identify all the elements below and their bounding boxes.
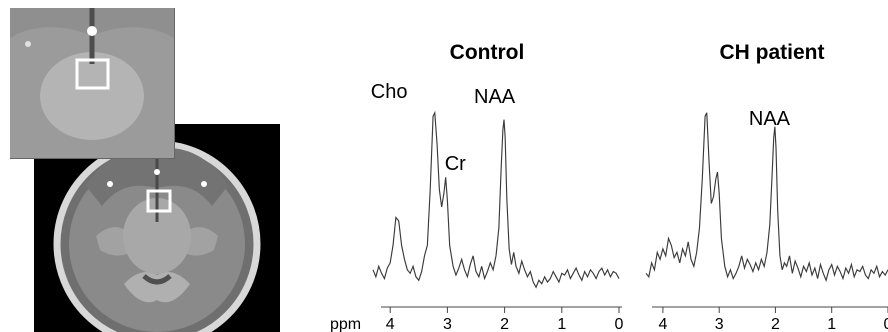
- control-title: Control: [450, 41, 525, 64]
- control-tick-label-0: 0: [615, 316, 624, 332]
- axial-mri-image: [34, 124, 280, 332]
- ch-patient-tick-label-0: 0: [884, 316, 888, 332]
- zoomed-brain-region: [10, 8, 174, 158]
- control-peak-label-cr: Cr: [445, 153, 466, 175]
- ch-patient-spectrum-panel: CH patient NAA 4 3 2 1 0: [645, 41, 888, 332]
- ch-patient-x-ticks: 4 3 2 1 0: [658, 307, 888, 332]
- ch-patient-tick-label-4: 4: [658, 316, 667, 332]
- ch-patient-spectrum-line: [645, 112, 888, 283]
- control-spectrum-panel: Control Cho Cr NAA ppm 4 3 2 1 0: [330, 41, 624, 332]
- ch-patient-tick-label-3: 3: [715, 316, 724, 332]
- control-tick-label-1: 1: [557, 316, 566, 332]
- control-peak-label-cho: Cho: [371, 81, 408, 103]
- ppm-axis-label: ppm: [330, 316, 361, 332]
- control-peak-label-naa: NAA: [474, 86, 516, 108]
- control-tick-label-4: 4: [386, 316, 395, 332]
- voxel-zoom-box: [75, 58, 110, 90]
- ch-patient-peak-labels: NAA: [749, 108, 791, 130]
- axial-brain-slice: [34, 124, 280, 332]
- voxel-roi-box: [146, 189, 172, 213]
- control-x-ticks: 4 3 2 1 0: [386, 307, 624, 332]
- ch-patient-title: CH patient: [720, 41, 825, 64]
- control-tick-label-3: 3: [443, 316, 452, 332]
- ch-patient-tick-label-2: 2: [771, 316, 780, 332]
- ch-patient-tick-label-1: 1: [827, 316, 836, 332]
- control-spectrum-line: [372, 110, 620, 289]
- control-tick-label-2: 2: [500, 316, 509, 332]
- ch-patient-peak-label-naa: NAA: [749, 108, 791, 130]
- mri-zoom-inset: [10, 8, 175, 159]
- control-peak-labels: Cho Cr NAA: [371, 81, 516, 175]
